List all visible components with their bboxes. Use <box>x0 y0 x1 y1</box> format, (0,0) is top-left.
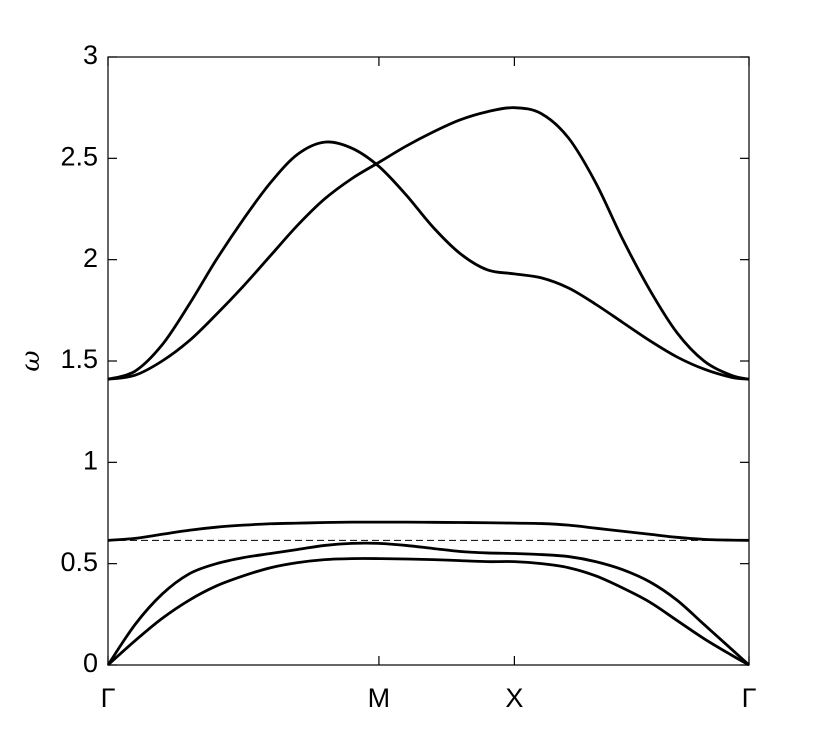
y-axis-label: ω <box>16 350 46 371</box>
x-tick-label: Γ <box>101 683 116 713</box>
y-tick-label: 0 <box>83 648 98 678</box>
x-tick-label: X <box>505 683 523 713</box>
plot-frame <box>107 56 750 666</box>
band-line <box>107 557 750 667</box>
band-line <box>107 106 750 381</box>
band-line <box>107 140 750 381</box>
y-tick-label: 1 <box>83 445 98 475</box>
y-tick-label: 2.5 <box>60 141 98 171</box>
x-tick-label: Γ <box>742 683 757 713</box>
y-tick-label: 1.5 <box>60 344 98 374</box>
band-line <box>107 520 750 542</box>
y-tick-label: 2 <box>83 243 98 273</box>
y-tick-label: 0.5 <box>60 547 98 577</box>
band-line <box>106 541 750 667</box>
x-tick-label: M <box>368 683 391 713</box>
y-tick-label: 3 <box>83 40 98 70</box>
